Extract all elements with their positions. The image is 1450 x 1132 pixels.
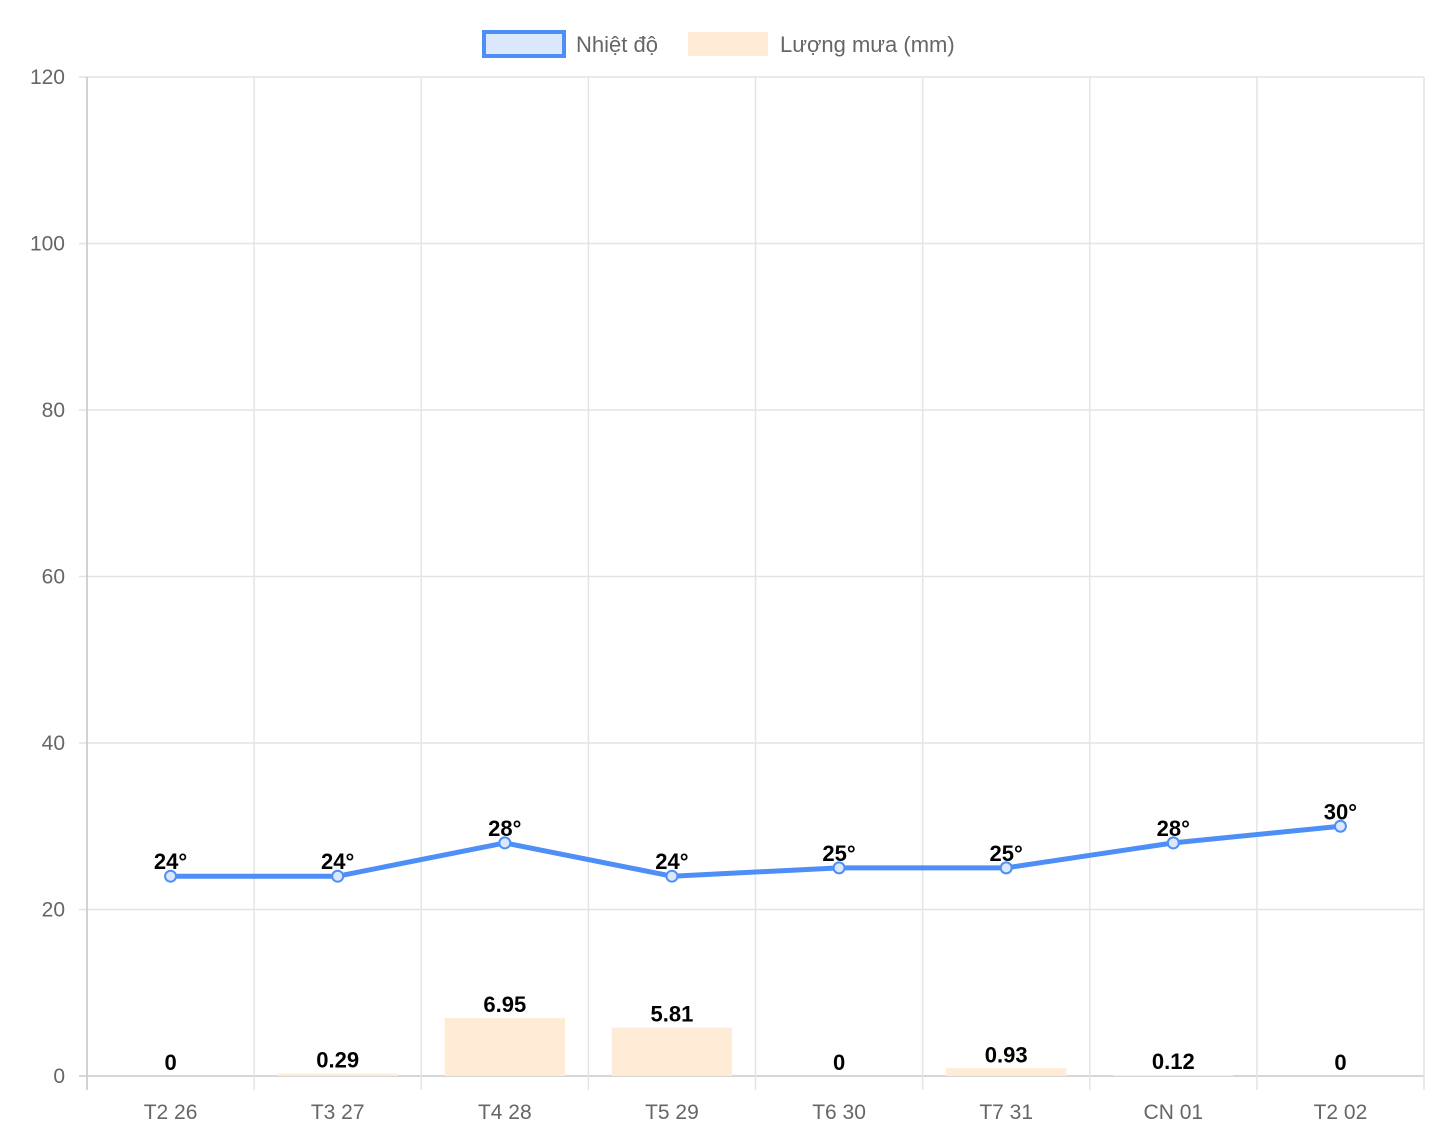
temperature-line xyxy=(170,823,1341,879)
rainfall-bar[interactable] xyxy=(277,1073,398,1076)
x-tick-label: T4 28 xyxy=(478,1101,532,1124)
data-labels: 24° 24° 28° 24° 25° 25° 28° 30° 0 0.29 6.95 5.81 0 0.… xyxy=(154,799,1357,1075)
y-tick-label: 100 xyxy=(30,233,65,256)
temperature-data-label: 28° xyxy=(488,816,521,841)
y-tick-label: 60 xyxy=(42,566,65,589)
y-axis: 0 20 40 60 80 100 120 xyxy=(30,66,65,1088)
temperature-point[interactable] xyxy=(498,836,512,850)
rainfall-bar[interactable] xyxy=(1113,1075,1234,1076)
x-tick-label: T3 27 xyxy=(311,1101,365,1124)
rainfall-data-label: 5.81 xyxy=(651,1002,694,1027)
x-tick-label: T2 26 xyxy=(144,1101,198,1124)
temperature-data-label: 25° xyxy=(822,841,855,866)
legend-swatch-rainfall xyxy=(688,32,768,56)
temperature-data-label: 28° xyxy=(1157,816,1190,841)
temperature-point[interactable] xyxy=(999,861,1013,875)
x-tick-label: T7 31 xyxy=(979,1101,1033,1124)
temperature-point[interactable] xyxy=(331,869,345,883)
grid xyxy=(79,76,1425,1090)
temperature-line-layer xyxy=(164,819,1347,883)
temperature-data-label: 24° xyxy=(154,849,187,874)
legend-label-temperature: Nhiệt độ xyxy=(576,32,658,57)
temperature-data-label: 25° xyxy=(990,841,1023,866)
temperature-point[interactable] xyxy=(1166,836,1180,850)
y-tick-label: 80 xyxy=(42,399,65,422)
temperature-point[interactable] xyxy=(665,869,679,883)
legend-item-rainfall[interactable]: Lượng mưa (mm) xyxy=(688,32,955,57)
rainfall-bars xyxy=(277,1018,1234,1076)
temperature-data-label: 24° xyxy=(655,849,688,874)
rainfall-data-label: 0.93 xyxy=(985,1042,1028,1067)
rainfall-bar[interactable] xyxy=(611,1027,733,1076)
temperature-point[interactable] xyxy=(1333,819,1347,833)
rainfall-data-label: 0.29 xyxy=(316,1048,359,1073)
x-tick-label: T5 29 xyxy=(645,1101,699,1124)
legend-swatch-temperature xyxy=(482,30,566,58)
x-axis: T2 26 T3 27 T4 28 T5 29 T6 30 T7 31 CN 01 T2 02 xyxy=(144,1101,1368,1124)
rainfall-data-label: 0 xyxy=(1334,1050,1346,1075)
rainfall-data-label: 0.12 xyxy=(1152,1049,1195,1074)
rainfall-bar[interactable] xyxy=(946,1068,1067,1076)
rainfall-data-label: 0 xyxy=(833,1050,845,1075)
temperature-data-label: 30° xyxy=(1324,799,1357,824)
y-tick-label: 0 xyxy=(53,1065,65,1088)
x-tick-label: CN 01 xyxy=(1144,1101,1204,1124)
x-tick-label: T6 30 xyxy=(812,1101,866,1124)
y-tick-label: 40 xyxy=(42,732,65,755)
x-tick-label: T2 02 xyxy=(1314,1101,1368,1124)
rainfall-bar[interactable] xyxy=(444,1018,565,1076)
y-tick-label: 120 xyxy=(30,66,65,89)
rainfall-data-label: 6.95 xyxy=(483,992,526,1017)
temperature-point[interactable] xyxy=(164,869,178,883)
legend: Nhiệt độ Lượng mưa (mm) xyxy=(482,30,955,58)
rainfall-data-label: 0 xyxy=(164,1050,176,1075)
legend-label-rainfall: Lượng mưa (mm) xyxy=(780,32,955,57)
temperature-point[interactable] xyxy=(832,861,846,875)
temperature-data-label: 24° xyxy=(321,849,354,874)
legend-item-temperature[interactable]: Nhiệt độ xyxy=(482,30,658,58)
y-tick-label: 20 xyxy=(42,899,65,922)
